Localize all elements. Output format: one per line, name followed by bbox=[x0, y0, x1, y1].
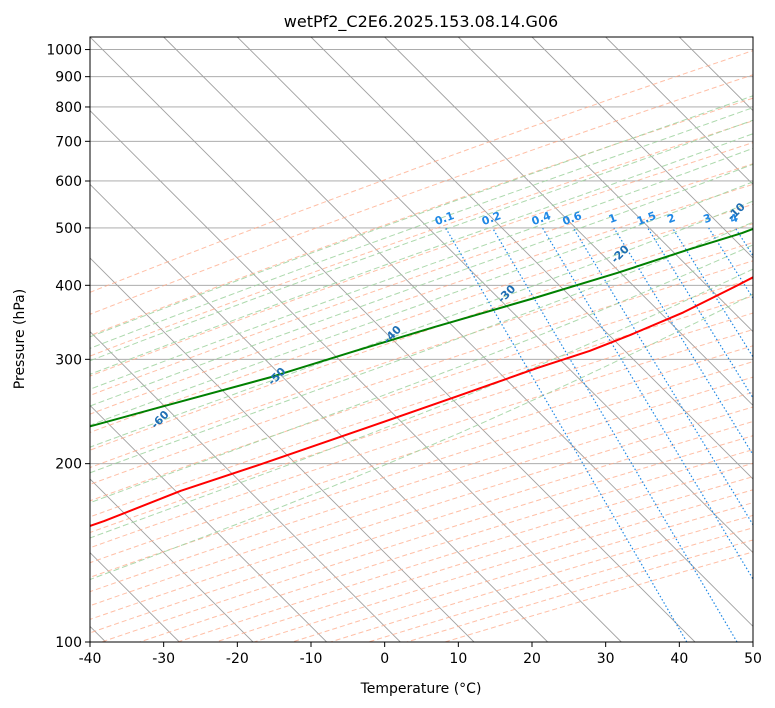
y-tick-label: 300 bbox=[55, 352, 82, 368]
x-tick-label: 20 bbox=[523, 651, 541, 667]
y-tick-label: 700 bbox=[55, 134, 82, 150]
dry-adiabat-line bbox=[90, 223, 753, 451]
mixing-ratio-label: 3 bbox=[702, 211, 714, 226]
moist-adiabat-line bbox=[90, 244, 753, 504]
x-tick-label: 0 bbox=[380, 651, 389, 667]
dry-adiabat-line bbox=[90, 329, 753, 549]
isotherm-line bbox=[90, 183, 548, 642]
x-tick-label: 40 bbox=[670, 651, 688, 667]
x-tick-label: -40 bbox=[79, 651, 102, 667]
dry-adiabat-line bbox=[90, 312, 753, 534]
y-tick-label: 900 bbox=[55, 70, 82, 86]
mixing-ratio-line bbox=[708, 227, 753, 300]
dry-adiabat-line bbox=[90, 241, 753, 469]
x-tick-label: 50 bbox=[744, 651, 762, 667]
dry-adiabat-line bbox=[90, 97, 753, 337]
isotherm-line bbox=[163, 37, 753, 627]
mixing-ratio-line bbox=[491, 227, 738, 642]
isotherm-line bbox=[384, 37, 753, 406]
isotherm-line bbox=[605, 37, 753, 185]
mixing-ratio-label: 1 bbox=[607, 211, 619, 226]
mixing-ratio-label: 2 bbox=[665, 211, 677, 226]
moist-adiabat-line bbox=[90, 221, 753, 474]
mixing-ratio-label: 0.6 bbox=[561, 209, 584, 228]
x-tick-label: 30 bbox=[597, 651, 615, 667]
y-tick-label: 1000 bbox=[46, 43, 82, 59]
dry-adiabat-line bbox=[90, 391, 753, 607]
dewpoint-profile-line bbox=[90, 227, 753, 428]
mixing-ratio-label: 0.1 bbox=[433, 209, 456, 228]
isotherm-line bbox=[90, 404, 327, 642]
plot-frame bbox=[89, 36, 754, 643]
axes: -40 -30 -20 -10 0 10 20 30 40 50 100 200 300 400 500 60… bbox=[46, 43, 762, 667]
mixing-ratio-label: 4 bbox=[728, 211, 740, 226]
dry-adiabat-line bbox=[90, 278, 753, 502]
mixing-ratio-label: 1.5 bbox=[635, 209, 658, 228]
profile-series bbox=[90, 227, 753, 528]
mixing-ratio-label: 0.4 bbox=[530, 209, 553, 228]
x-axis-label: Temperature (°C) bbox=[360, 681, 482, 697]
moist-adiabat-line bbox=[90, 200, 753, 448]
dry-adiabat-line bbox=[90, 361, 753, 578]
x-tick-label: -20 bbox=[226, 651, 249, 667]
isotherm-line bbox=[237, 37, 753, 554]
dry-adiabat-line bbox=[90, 142, 753, 377]
chart-title: wetPf2_C2E6.2025.153.08.14.G06 bbox=[284, 12, 558, 32]
moist-adiabat-line bbox=[90, 95, 753, 338]
dry-adiabat-line bbox=[90, 163, 753, 396]
x-tick-label: -30 bbox=[152, 651, 175, 667]
moist-adiabat-line bbox=[90, 163, 753, 407]
moist-adiabat-line bbox=[90, 119, 753, 362]
dry-adiabat-line bbox=[90, 295, 753, 518]
dry-adiabat-line bbox=[90, 376, 753, 593]
isotherm-line bbox=[90, 331, 401, 642]
mixing-ratio-line bbox=[613, 227, 753, 456]
dry-adiabat-line bbox=[90, 260, 753, 485]
mixing-ratio-line bbox=[541, 227, 753, 581]
dry-adiabat-line bbox=[90, 345, 753, 564]
isotherm-line bbox=[90, 257, 475, 642]
y-tick-label: 100 bbox=[55, 635, 82, 651]
y-tick-label: 400 bbox=[55, 278, 82, 294]
moist-adiabat-line bbox=[90, 133, 753, 375]
isotherm-line bbox=[458, 37, 753, 333]
y-tick-label: 200 bbox=[55, 457, 82, 473]
mixing-ratio-label: 0.2 bbox=[480, 209, 503, 228]
temperature-profile-line bbox=[90, 276, 753, 528]
isotherm-line bbox=[310, 37, 753, 480]
x-tick-label: -10 bbox=[300, 651, 323, 667]
y-tick-label: 800 bbox=[55, 100, 82, 116]
y-axis-label: Pressure (hPa) bbox=[12, 289, 28, 389]
moist-adiabat-line bbox=[90, 268, 753, 539]
y-tick-label: 600 bbox=[55, 174, 82, 190]
dry-adiabat-line bbox=[90, 50, 753, 293]
x-tick-label: 10 bbox=[449, 651, 467, 667]
y-tick-label: 500 bbox=[55, 221, 82, 237]
isotherm-line bbox=[90, 110, 622, 642]
background-grid bbox=[90, 37, 753, 642]
mixing-ratio-line bbox=[572, 227, 753, 526]
moist-adiabat-line bbox=[90, 181, 753, 426]
